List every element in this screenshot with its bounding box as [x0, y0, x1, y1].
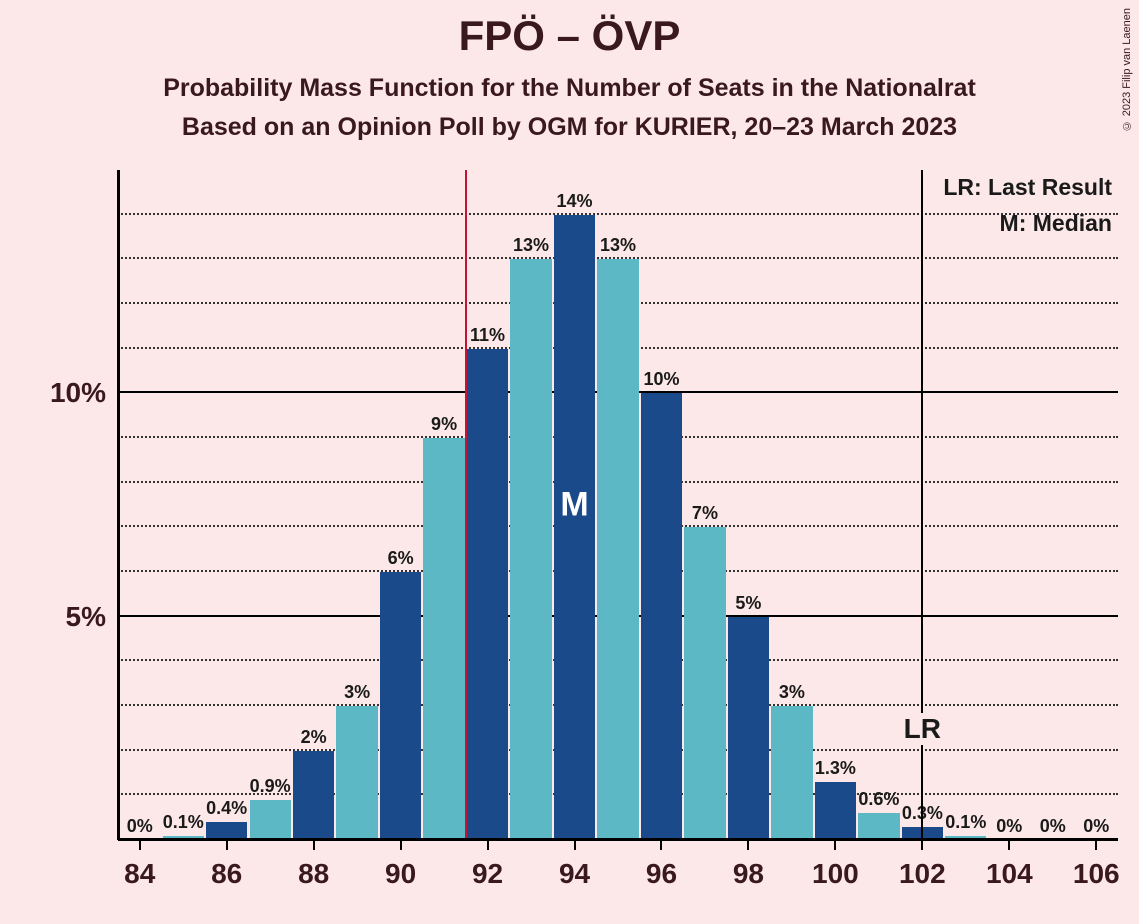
- x-tick: [1095, 840, 1097, 850]
- pmf-bar: 0.9%: [250, 800, 291, 840]
- pmf-bar: 0.6%: [858, 813, 899, 840]
- chart-subtitle-2: Based on an Opinion Poll by OGM for KURI…: [0, 113, 1139, 142]
- bar-value-label: 3%: [779, 682, 805, 703]
- pmf-bar: 6%: [380, 572, 421, 840]
- x-axis-label: 94: [559, 858, 590, 890]
- pmf-bar: 14%: [554, 215, 595, 840]
- y-axis-label: 5%: [66, 601, 106, 633]
- bar-value-label: 9%: [431, 414, 457, 435]
- y-axis-label: 10%: [50, 377, 106, 409]
- x-axis-label: 98: [733, 858, 764, 890]
- x-tick: [921, 840, 923, 850]
- x-axis-label: 96: [646, 858, 677, 890]
- pmf-bar: 1.3%: [815, 782, 856, 840]
- pmf-bar: 3%: [771, 706, 812, 840]
- x-tick: [834, 840, 836, 850]
- bar-value-label: 0.1%: [163, 812, 204, 833]
- bar-value-label: 10%: [643, 369, 679, 390]
- x-tick: [139, 840, 141, 850]
- bar-value-label: 0%: [1083, 816, 1109, 837]
- bar-value-label: 1.3%: [815, 758, 856, 779]
- bar-value-label: 3%: [344, 682, 370, 703]
- pmf-bar: 2%: [293, 751, 334, 840]
- x-axis-label: 106: [1073, 858, 1120, 890]
- chart-subtitle-1: Probability Mass Function for the Number…: [0, 74, 1139, 103]
- pmf-bar-chart: 5%10%0%0.1%0.4%0.9%2%3%6%9%11%13%14%13%1…: [118, 170, 1118, 840]
- x-tick: [1008, 840, 1010, 850]
- x-axis-label: 84: [124, 858, 155, 890]
- bar-value-label: 14%: [556, 191, 592, 212]
- x-axis-label: 92: [472, 858, 503, 890]
- x-axis-label: 102: [899, 858, 946, 890]
- x-tick: [660, 840, 662, 850]
- x-tick: [226, 840, 228, 850]
- pmf-bar: 13%: [597, 259, 638, 840]
- chart-title: FPÖ – ÖVP: [0, 0, 1139, 60]
- median-marker: M: [560, 486, 588, 525]
- pmf-bar: 10%: [641, 393, 682, 840]
- bar-value-label: 0.9%: [250, 776, 291, 797]
- legend-last-result: LR: Last Result: [943, 174, 1112, 201]
- bar-value-label: 13%: [600, 235, 636, 256]
- x-axis: [118, 838, 1118, 841]
- x-tick: [400, 840, 402, 850]
- pmf-bar: 7%: [684, 527, 725, 840]
- x-axis-label: 104: [986, 858, 1033, 890]
- x-axis-label: 100: [812, 858, 859, 890]
- bar-value-label: 0%: [127, 816, 153, 837]
- bar-value-label: 0.4%: [206, 798, 247, 819]
- y-axis: [117, 170, 120, 840]
- bar-value-label: 0%: [996, 816, 1022, 837]
- x-axis-label: 86: [211, 858, 242, 890]
- bar-value-label: 6%: [388, 548, 414, 569]
- pmf-bar: 3%: [336, 706, 377, 840]
- x-tick: [313, 840, 315, 850]
- bar-value-label: 5%: [735, 593, 761, 614]
- x-axis-label: 90: [385, 858, 416, 890]
- last-result-marker: LR: [900, 713, 945, 745]
- pmf-bar: 13%: [510, 259, 551, 840]
- x-axis-label: 88: [298, 858, 329, 890]
- copyright-text: © 2023 Filip van Laenen: [1121, 8, 1133, 131]
- gridline-minor: [118, 213, 1118, 215]
- bar-value-label: 11%: [470, 325, 505, 346]
- pmf-bar: 9%: [423, 438, 464, 840]
- bar-value-label: 7%: [692, 503, 718, 524]
- bar-value-label: 0%: [1040, 816, 1066, 837]
- bar-value-label: 0.1%: [945, 812, 986, 833]
- x-tick: [487, 840, 489, 850]
- bar-value-label: 0.6%: [858, 789, 899, 810]
- x-tick: [574, 840, 576, 850]
- legend-median: M: Median: [1000, 210, 1112, 237]
- x-tick: [747, 840, 749, 850]
- bar-value-label: 2%: [301, 727, 327, 748]
- bar-value-label: 13%: [513, 235, 549, 256]
- pmf-bar: 5%: [728, 617, 769, 840]
- pmf-bar: 11%: [467, 349, 508, 840]
